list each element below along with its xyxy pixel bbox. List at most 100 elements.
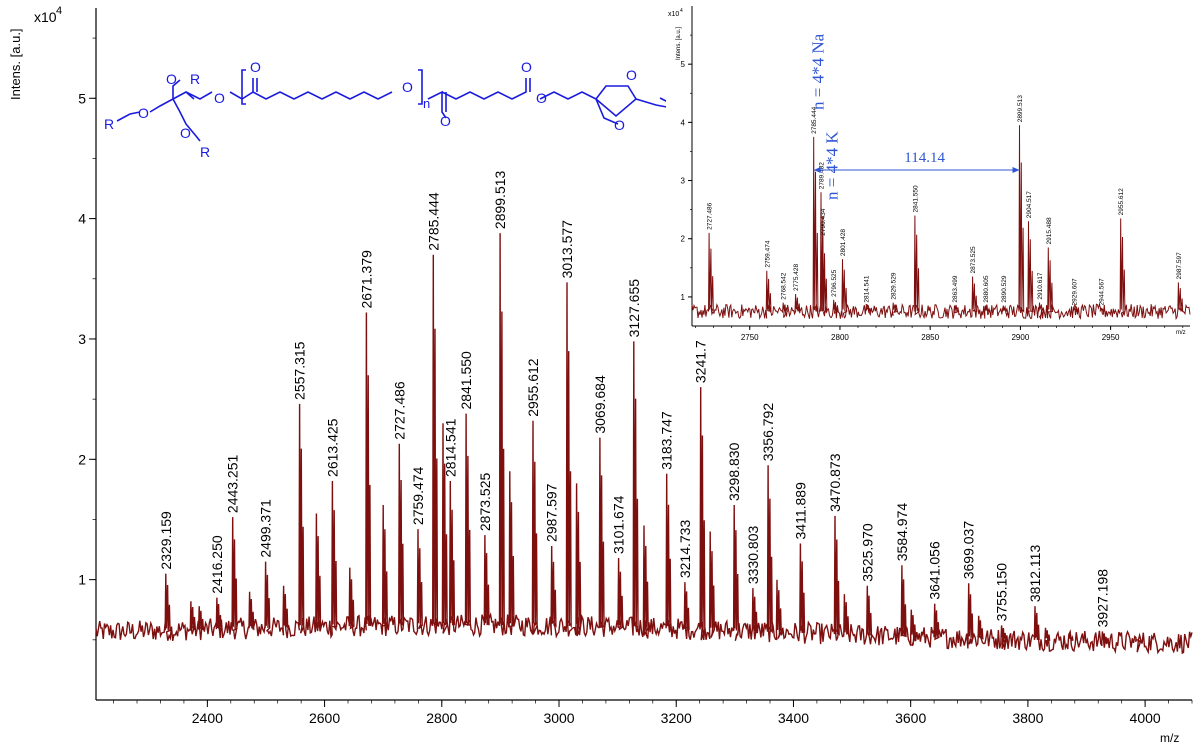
x-tick-label: 2800: [426, 710, 457, 726]
atom-o-carbonyl3: O: [521, 59, 532, 75]
inset-peak-labels: 2727.486 2759.474 2768.542 2775.428 2785.444…: [707, 95, 1183, 306]
peak-label: 2775.428: [793, 263, 800, 290]
peak-label: 2880.605: [983, 275, 990, 302]
main-x-axis-label: m/z: [1160, 731, 1179, 745]
main-peak-labels: 2329.159 2416.250 2443.251 2499.371 2557.315…: [158, 170, 1111, 627]
peak-label: 2814.541: [864, 275, 871, 302]
peak-label: 3356.792: [760, 403, 776, 462]
peak-label: 2785.444: [811, 106, 818, 133]
main-axes: 2400 2600 2800 3000 3200 3400 3600 3800 40001234…: [78, 8, 1193, 726]
peak-label: 2987.597: [544, 483, 560, 542]
atom-o-ester2: O: [536, 90, 547, 106]
peak-label: 3411.889: [792, 482, 808, 540]
atom-n-subscript: n: [423, 96, 430, 111]
peak-label: 2329.159: [158, 511, 174, 570]
y-tick-label: 1: [78, 572, 86, 588]
x-tick-label: 3200: [661, 710, 692, 726]
peak-label: 2863.499: [952, 275, 959, 302]
peak-label: 3241.72: [693, 332, 709, 383]
peak-label: 2929.607: [1071, 278, 1078, 305]
peak-label: 3069.684: [592, 375, 608, 434]
y-tick-label: 2: [78, 451, 86, 467]
spacing-arrow: [813, 167, 1020, 173]
y-tick-label: 4: [78, 211, 86, 227]
peak-label: 2910.617: [1037, 272, 1044, 299]
annotation-spacing-label: 114.14: [904, 150, 945, 166]
y-tick-label: 3: [681, 177, 686, 186]
x-tick-label: 3400: [778, 710, 809, 726]
main-y-axis-label: Intens. [a.u.]: [8, 28, 23, 100]
y-tick-label: 4: [681, 118, 686, 127]
x-tick-label: 2400: [192, 710, 223, 726]
atom-o-bottom: O: [180, 125, 191, 141]
peak-label: 3298.830: [726, 442, 742, 501]
atom-o-carbonyl1: O: [250, 59, 261, 75]
atom-o-top: O: [166, 71, 177, 87]
peak-label: 2416.250: [209, 535, 225, 594]
peak-label: 2890.529: [1001, 275, 1008, 302]
atom-r-left: R: [104, 116, 114, 132]
peak-label: 2613.425: [324, 418, 340, 477]
peak-label: 2789.482: [818, 162, 825, 189]
inset-x-axis-label: m/z: [1176, 330, 1186, 336]
peak-label: 2873.525: [970, 246, 977, 273]
x-tick-label: 2750: [741, 333, 759, 342]
x-tick-label: 4000: [1130, 710, 1161, 726]
peak-label: 3699.037: [961, 521, 977, 580]
inset-background: [666, 4, 1194, 340]
peak-label: 2899.513: [1017, 95, 1024, 122]
atom-r-bottom: R: [200, 144, 210, 160]
inset-spectrum-line: [691, 125, 1191, 321]
main-y-scale-label: x10: [34, 9, 57, 25]
inset-chart: 2750 2800 2850 2900 2950 1 2 3 4 5 2727.486 2759.4…: [666, 4, 1194, 342]
peak-label: 2801.428: [840, 229, 847, 256]
y-tick-label: 5: [78, 90, 86, 106]
peak-label: 2841.550: [912, 185, 919, 212]
peak-label: 3525.970: [859, 523, 875, 582]
peak-label: 2759.474: [410, 466, 426, 525]
atom-r-top: R: [190, 71, 200, 87]
x-tick-label: 2900: [1011, 333, 1029, 342]
x-tick-label: 3000: [543, 710, 574, 726]
peak-label: 2904.517: [1026, 191, 1033, 218]
atom-o-ring1: O: [626, 67, 637, 83]
peak-label: 2727.486: [391, 381, 407, 440]
peak-label: 2443.251: [225, 454, 241, 513]
peak-label: 2915.488: [1046, 217, 1053, 244]
peak-label: 2785.444: [425, 192, 441, 251]
peak-label: 2790.434: [820, 208, 827, 235]
spacing-arrow-head-right: [1012, 167, 1020, 173]
peak-label: 3812.113: [1027, 545, 1043, 603]
peak-label: 2499.371: [258, 499, 274, 558]
peak-label: 3183.747: [659, 411, 675, 470]
atom-o-ring2: O: [614, 117, 625, 133]
peak-label: 3127.655: [626, 279, 642, 338]
peak-label: 2987.597: [1176, 252, 1183, 279]
x-tick-label: 2950: [1102, 333, 1120, 342]
peak-label: 2768.542: [781, 272, 788, 299]
spacing-arrow-head-left: [813, 167, 821, 173]
atom-o-chain: O: [402, 79, 413, 95]
peak-label: 3927.198: [1094, 569, 1110, 628]
inset-axes: 2750 2800 2850 2900 2950 1 2 3 4 5: [681, 6, 1190, 342]
atom-o-carbonyl2: O: [440, 113, 451, 129]
x-tick-label: 2800: [831, 333, 849, 342]
main-spectrum-line: [95, 233, 1193, 655]
peak-label: 2759.474: [764, 240, 771, 267]
atom-o-ester1: O: [214, 90, 225, 106]
peak-label: 2841.550: [458, 351, 474, 410]
peak-label: 3755.150: [994, 563, 1010, 622]
main-y-scale-exponent: 4: [56, 5, 62, 17]
peak-label: 2814.541: [442, 418, 458, 477]
annotation-k-label: n = 4*4 K: [823, 131, 842, 200]
annotation-na-label: n = 4*4 Na: [809, 33, 828, 110]
peak-label: 2727.486: [707, 202, 714, 229]
peak-label: 2829.529: [891, 272, 898, 299]
inset-y-scale-label: x10: [668, 11, 679, 18]
peak-label: 2671.379: [358, 250, 374, 309]
y-tick-label: 2: [681, 235, 686, 244]
x-tick-label: 2850: [921, 333, 939, 342]
inset-y-axis-label: Intens. [a.u.]: [676, 27, 682, 60]
peak-label: 2899.513: [492, 170, 508, 229]
